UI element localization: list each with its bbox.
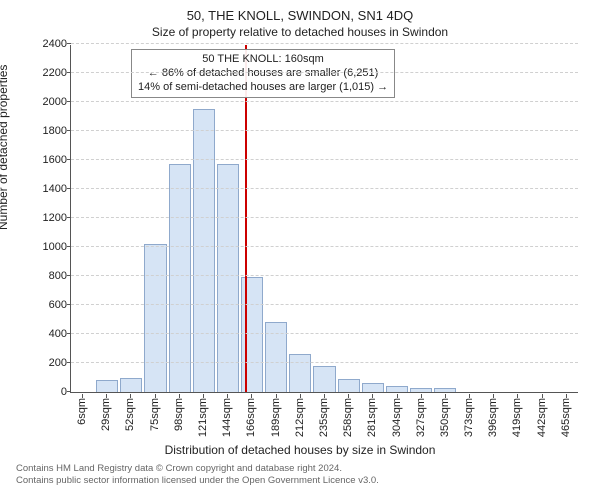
y-tick-label: 2000 [43,96,67,108]
x-tick-label: 258sqm [342,394,354,437]
x-tick-label: 350sqm [439,394,451,437]
x-tick-row: 6sqm 29sqm 52sqm 75sqm 98sqm 121sqm 144sqm 166s… [70,393,578,441]
bar [434,388,456,392]
bar [193,109,215,392]
y-axis-label: Number of detached properties [0,65,10,230]
x-tick-label: 75sqm [149,394,161,431]
footer-line-1: Contains HM Land Registry data © Crown c… [16,463,592,475]
y-tick-label: 2400 [43,38,67,50]
x-tick-label: 212sqm [294,394,306,437]
bar [362,383,384,392]
annotation-box: 50 THE KNOLL: 160sqm ← 86% of detached h… [131,49,395,98]
y-tick-label: 0 [61,386,67,398]
chart-container: 50, THE KNOLL, SWINDON, SN1 4DQ Size of … [0,0,600,500]
x-tick-label: 6sqm [76,394,88,425]
x-tick-label: 121sqm [197,394,209,437]
y-tick-label: 1400 [43,183,67,195]
y-tick-label: 400 [49,328,67,340]
y-tick-label: 1200 [43,212,67,224]
footer-line-2: Contains public sector information licen… [16,475,592,487]
x-tick-label: 281sqm [366,394,378,437]
annotation-line-1: 50 THE KNOLL: 160sqm [138,53,388,67]
x-tick-label: 304sqm [391,394,403,437]
bar [313,366,335,392]
x-tick-label: 52sqm [124,394,136,431]
bar [144,244,166,392]
bar [217,164,239,392]
chart-subtitle: Size of property relative to detached ho… [8,25,592,39]
y-tick-label: 1800 [43,125,67,137]
x-tick-label: 166sqm [245,394,257,437]
y-tick-label: 600 [49,299,67,311]
bar [338,379,360,392]
plot-area: 50 THE KNOLL: 160sqm ← 86% of detached h… [70,45,578,393]
x-tick-label: 189sqm [270,394,282,437]
x-tick-label: 29sqm [100,394,112,431]
x-tick-label: 98sqm [173,394,185,431]
y-tick-label: 200 [49,357,67,369]
y-tick-label: 800 [49,270,67,282]
x-tick-label: 235sqm [318,394,330,437]
y-tick-label: 1600 [43,154,67,166]
annotation-line-3: 14% of semi-detached houses are larger (… [138,81,388,95]
x-tick-label: 144sqm [221,394,233,437]
footer: Contains HM Land Registry data © Crown c… [16,463,592,487]
x-tick-label: 396sqm [487,394,499,437]
annotation-line-2: ← 86% of detached houses are smaller (6,… [138,67,388,81]
x-tick-label: 442sqm [536,394,548,437]
bar [169,164,191,392]
x-tick-label: 465sqm [560,394,572,437]
y-tick-label: 1000 [43,241,67,253]
y-tick-label: 2200 [43,67,67,79]
bar [386,386,408,392]
x-axis-label: Distribution of detached houses by size … [8,443,592,457]
x-tick-label: 373sqm [463,394,475,437]
bar [96,380,118,392]
bar [289,354,311,392]
chart-title-address: 50, THE KNOLL, SWINDON, SN1 4DQ [8,8,592,23]
x-tick-label: 419sqm [511,394,523,437]
x-tick-label: 327sqm [415,394,427,437]
bar [410,388,432,392]
bar [120,378,142,393]
